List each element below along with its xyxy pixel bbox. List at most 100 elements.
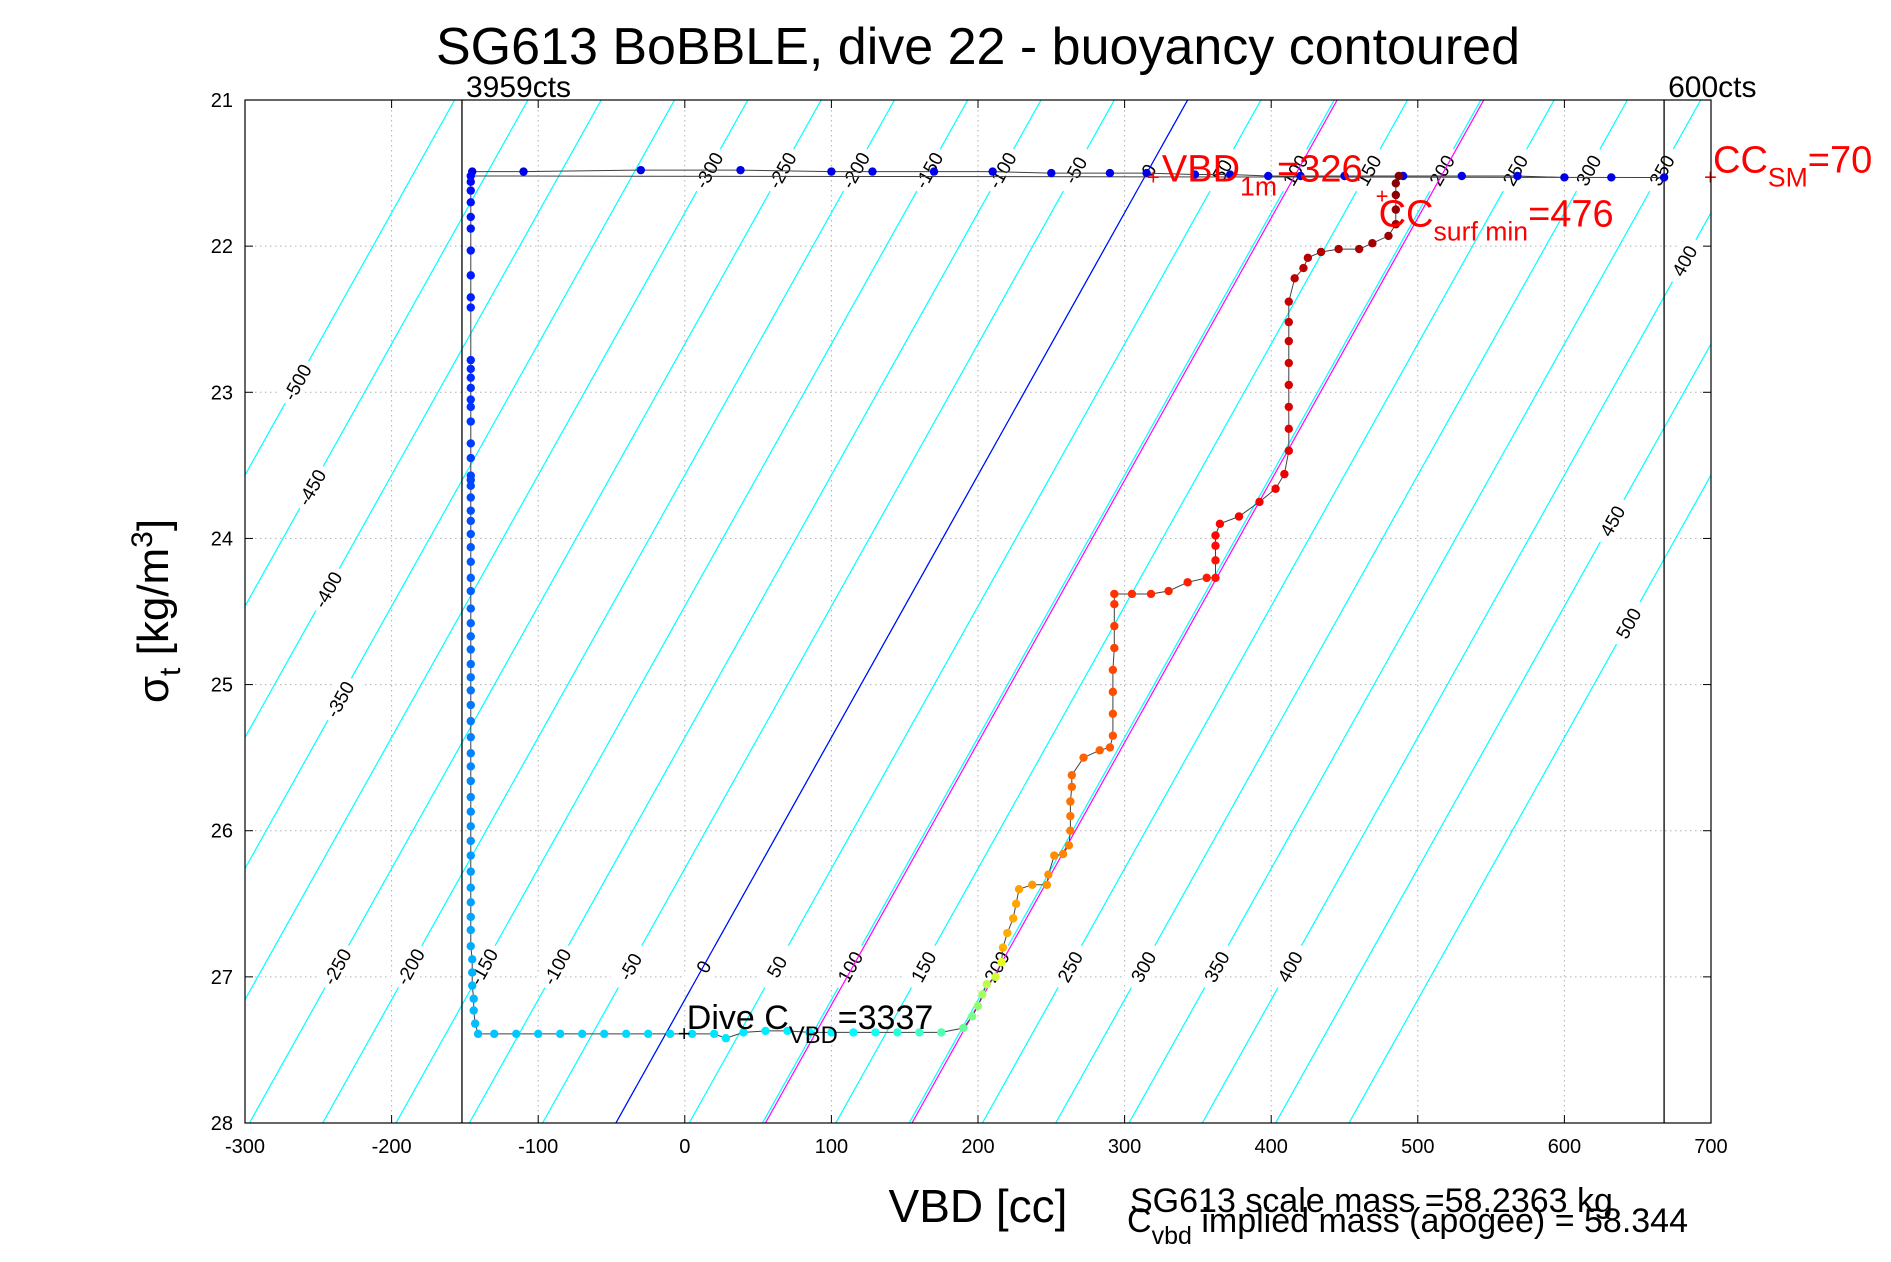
contour-label-bg (1492, 143, 1538, 197)
data-point (469, 1006, 478, 1015)
implied-mass-rest: implied mass (apogee) = 58.344 (1192, 1202, 1688, 1240)
x-tick-label: 0 (679, 1136, 690, 1158)
y-axis-label-base: σ (129, 676, 178, 703)
data-point (1058, 849, 1068, 859)
data-point (1146, 589, 1156, 599)
data-point (466, 618, 475, 628)
data-point (1659, 173, 1669, 182)
y-axis-label-sup: 3 (126, 531, 159, 548)
data-point (466, 481, 475, 491)
data-point (466, 439, 475, 448)
data-point (577, 1029, 587, 1039)
data-point (466, 177, 475, 187)
data-point (1110, 589, 1119, 599)
data-point (636, 165, 646, 175)
data-point (1108, 665, 1118, 675)
data-point (1190, 170, 1200, 179)
data-point (871, 1028, 880, 1037)
x-tick-label: -200 (372, 1136, 412, 1158)
data-point (1105, 743, 1115, 752)
vbd-1m-marker: + (1147, 164, 1160, 189)
implied-mass-sub: vbd (1152, 1222, 1192, 1250)
data-point (1391, 179, 1401, 188)
y-tick-label: 23 (211, 382, 233, 404)
data-point (466, 898, 475, 907)
data-point (1284, 380, 1293, 390)
grid-lines (245, 100, 1711, 1123)
contour-label-bg (1052, 143, 1098, 197)
y-tick-label: 26 (211, 821, 233, 843)
data-point (982, 979, 991, 989)
data-point (466, 700, 475, 710)
data-point (1108, 687, 1118, 697)
contour-label-bg (833, 143, 878, 197)
data-point (466, 659, 475, 669)
contour-label-bg (317, 672, 362, 726)
data-point (466, 632, 475, 641)
data-point (915, 1028, 924, 1037)
data-point (466, 417, 475, 426)
contour-line (245, 100, 676, 870)
x-tick-label: 300 (1108, 1136, 1141, 1158)
contour-label-bg (1639, 143, 1684, 197)
y-tick-label: 28 (211, 1113, 233, 1135)
contour-line (245, 100, 529, 608)
contour-label-bg (1606, 596, 1651, 650)
data-point (1050, 851, 1059, 860)
data-point (998, 943, 1008, 952)
data-point (1280, 469, 1289, 479)
cc-surf-min-marker: + (1376, 183, 1389, 208)
data-point (1264, 171, 1273, 181)
data-point (1108, 709, 1118, 718)
data-point (1457, 171, 1466, 181)
contour-label-bg (979, 143, 1025, 197)
y-tick-label: 25 (211, 675, 233, 697)
data-point (468, 955, 477, 964)
cc-sm-value: =70 (1808, 139, 1872, 181)
data-point (1110, 599, 1119, 609)
data-point (466, 303, 475, 312)
contour-label-bg (1047, 939, 1092, 994)
dive-cvbd-value: =3337 (838, 999, 934, 1037)
data-point (1368, 239, 1377, 248)
cc-sm-base: CC (1713, 139, 1768, 181)
data-point (1066, 797, 1075, 806)
data-point (519, 167, 528, 176)
data-point (470, 1019, 480, 1028)
contour-line (245, 100, 456, 477)
data-point (1284, 336, 1293, 346)
data-point (1391, 220, 1401, 229)
data-point (991, 972, 1000, 982)
data-point (1095, 746, 1104, 755)
data-point (1079, 753, 1088, 762)
data-point (1127, 589, 1137, 599)
data-point (1066, 826, 1075, 835)
data-point (490, 1029, 499, 1039)
data-point (1215, 519, 1225, 529)
vertical-marker-label: 3959cts (466, 71, 571, 104)
contour-label-bg (1346, 143, 1391, 197)
data-point (643, 1029, 653, 1039)
y-axis-label: σt [kg/m3] (126, 519, 187, 703)
data-point (1391, 205, 1401, 214)
cc-surf-min-annotation: CCsurf min=476 (1379, 193, 1614, 246)
data-point (466, 604, 475, 613)
contour-label-bg (1194, 939, 1239, 994)
x-axis-ticks: -300 -200 -100 0 100 200 300 400 500 600 700 (225, 100, 1728, 1158)
contour-label-bg (1589, 494, 1635, 548)
data-point (466, 293, 475, 302)
data-point (1391, 190, 1401, 200)
data-point (466, 529, 475, 539)
data-point (468, 968, 477, 977)
data-point (466, 383, 475, 393)
data-point (1011, 899, 1021, 908)
data-point (1255, 497, 1264, 507)
contour-label-bg (759, 143, 805, 197)
data-point (1211, 556, 1220, 565)
data-point (1202, 573, 1211, 583)
data-point (466, 198, 475, 207)
data-point (761, 1026, 770, 1036)
vertical-markers: 3959cts 600cts (461, 71, 1756, 1123)
y-axis-label-close: ] (129, 519, 178, 531)
